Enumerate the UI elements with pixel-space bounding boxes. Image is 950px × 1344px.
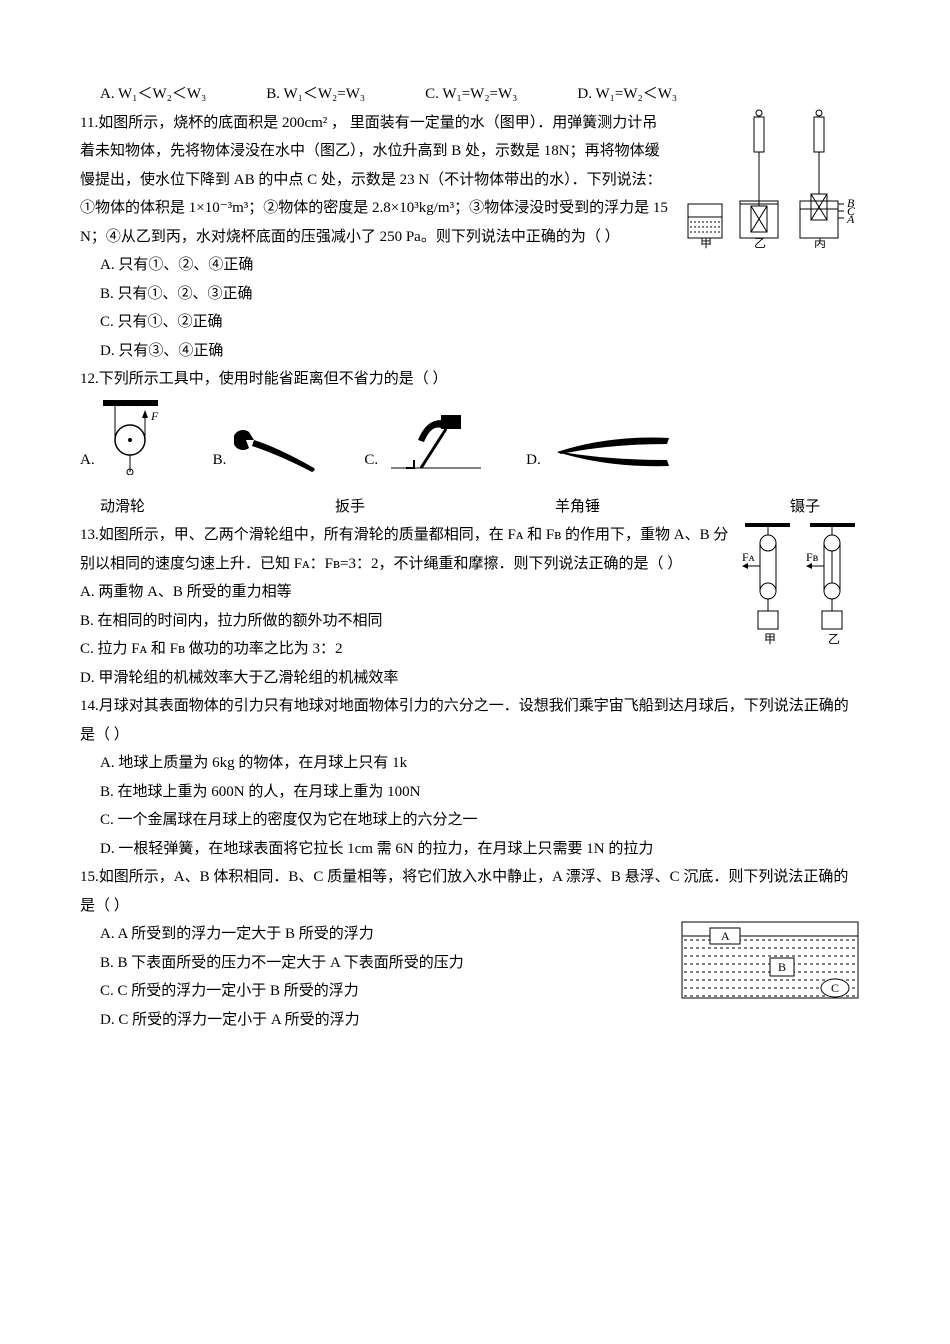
q15-figure: A B C <box>680 920 860 1011</box>
q14-opt-a: A. 地球上质量为 6kg 的物体，在月球上只有 1k <box>80 749 860 778</box>
label-jia: 甲 <box>700 236 712 249</box>
q12-a: A. F <box>80 400 173 475</box>
q10-opt-d: D. W₁=W₂＜W₃ <box>577 80 677 109</box>
q12-b: B. <box>213 420 325 475</box>
q12-opt-b: B. <box>213 446 227 475</box>
q12-options-row: A. F B. C. <box>80 400 860 475</box>
q15-svg: A B C <box>680 920 860 1000</box>
q12-opt-c: C. <box>364 446 378 475</box>
q12-opt-d: D. <box>526 446 541 475</box>
q14-opt-c: C. 一个金属球在月球上的密度仅为它在地球上的六分之一 <box>80 806 860 835</box>
q15: 15.如图所示，A、B 体积相同．B、C 质量相等，将它们放入水中静止，A 漂浮… <box>80 863 860 1034</box>
label-yi: 乙 <box>754 236 766 249</box>
q12-d: D. <box>526 430 679 475</box>
tweezers-icon <box>549 430 679 475</box>
q11: 甲 乙 B C A <box>80 109 860 366</box>
q12-stem: 12.下列所示工具中，使用时能省距离但不省力的是（ ） <box>80 365 860 394</box>
q10-opt-a: A. W₁＜W₂＜W₃ <box>100 80 206 109</box>
label-a: A <box>846 212 855 226</box>
q13-opt-d: D. 甲滑轮组的机械效率大于乙滑轮组的机械效率 <box>80 664 860 693</box>
q11-opt-d: D. 只有③、④正确 <box>80 337 860 366</box>
q12-c: C. <box>364 410 486 475</box>
q14-opt-b: B. 在地球上重为 600N 的人，在月球上重为 100N <box>80 778 860 807</box>
q11-opt-b: B. 只有①、②、③正确 <box>80 280 860 309</box>
q11-figure: 甲 乙 B C A <box>680 109 860 260</box>
label-fb: Fʙ <box>806 550 819 564</box>
label-yi13: 乙 <box>828 632 840 646</box>
hammer-icon <box>386 410 486 475</box>
q12: 12.下列所示工具中，使用时能省距离但不省力的是（ ） A. F B. <box>80 365 860 521</box>
label-jia13: 甲 <box>764 632 776 646</box>
label-B15: B <box>778 960 786 974</box>
q13-figure: Fᴀ 甲 Fʙ 乙 <box>740 521 860 662</box>
q14: 14.月球对其表面物体的引力只有地球对地面物体引力的六分之一．设想我们乘宇宙飞船… <box>80 692 860 863</box>
pulley-icon: F <box>103 400 173 475</box>
label-A15: A <box>721 929 730 943</box>
q14-stem: 14.月球对其表面物体的引力只有地球对地面物体引力的六分之一．设想我们乘宇宙飞船… <box>80 692 860 749</box>
q12-name-a: 动滑轮 <box>100 493 145 522</box>
q12-names-row: 动滑轮 扳手 羊角锤 镊子 <box>80 493 860 522</box>
q11-svg: 甲 乙 B C A <box>680 109 860 249</box>
q13: Fᴀ 甲 Fʙ 乙 13.如图所示，甲、乙两个滑轮组中，所有滑轮的质量都相同，在… <box>80 521 860 692</box>
label-bing: 丙 <box>814 236 826 249</box>
q10-opt-b: B. W₁＜W₂=W₃ <box>266 80 365 109</box>
q12-name-c: 羊角锤 <box>555 493 600 522</box>
label-fa: Fᴀ <box>742 550 756 564</box>
q15-stem: 15.如图所示，A、B 体积相同．B、C 质量相等，将它们放入水中静止，A 漂浮… <box>80 863 860 920</box>
q11-opt-c: C. 只有①、②正确 <box>80 308 860 337</box>
wrench-icon <box>234 420 324 475</box>
q10-options: A. W₁＜W₂＜W₃ B. W₁＜W₂=W₃ C. W₁=W₂=W₃ D. W… <box>80 80 860 109</box>
q12-name-d: 镊子 <box>790 493 820 522</box>
q14-opt-d: D. 一根轻弹簧，在地球表面将它拉长 1cm 需 6N 的拉力，在月球上只需要 … <box>80 835 860 864</box>
label-C15: C <box>831 981 839 995</box>
q10-opt-c: C. W₁=W₂=W₃ <box>425 80 517 109</box>
q12-name-b: 扳手 <box>335 493 365 522</box>
q12-opt-a: A. <box>80 446 95 475</box>
q13-svg: Fᴀ 甲 Fʙ 乙 <box>740 521 860 651</box>
label-f: F <box>150 409 159 423</box>
